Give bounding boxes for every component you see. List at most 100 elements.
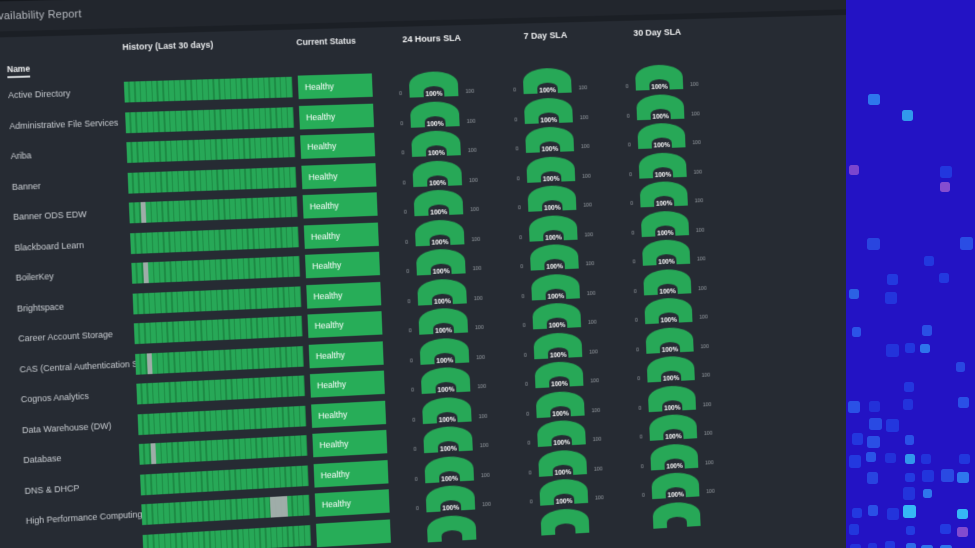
status-chip[interactable]: Healthy (314, 489, 390, 517)
sla-gauge-30d[interactable]: 0 100% 100 (631, 412, 716, 442)
status-cell[interactable]: Healthy (302, 189, 381, 219)
status-chip[interactable]: Healthy (297, 73, 373, 100)
sla-24h-cell[interactable]: 0 100% 100 (379, 156, 495, 188)
status-cell[interactable]: Healthy (314, 486, 394, 517)
sla-30d-cell[interactable]: 0 100% 100 (604, 90, 716, 121)
sla-7d-cell[interactable]: 0 100% 100 (501, 327, 615, 360)
sla-gauge-30d[interactable] (634, 499, 719, 530)
sla-24h-cell[interactable]: 0 100% 100 (390, 421, 505, 455)
sla-7d-cell[interactable]: 0 100% 100 (505, 444, 619, 478)
sla-30d-cell[interactable]: 0 100% 100 (613, 322, 725, 355)
sla-24h-cell[interactable]: 0 100% 100 (389, 391, 504, 425)
status-cell[interactable]: Healthy (298, 100, 378, 129)
sla-gauge-30d[interactable]: 0 100% 100 (626, 295, 711, 325)
sla-24h-cell[interactable]: 0 100% 100 (378, 126, 494, 158)
sla-30d-cell[interactable]: 0 100% 100 (607, 177, 719, 209)
sla-24h-cell[interactable]: 0 100% 100 (392, 480, 507, 515)
sla-gauge-30d[interactable]: 0 100% 100 (617, 63, 702, 91)
sla-30d-cell[interactable]: 0 100% 100 (616, 380, 728, 413)
status-chip[interactable]: Healthy (307, 311, 383, 338)
sla-gauge-24h[interactable]: 0 100% 100 (395, 187, 482, 217)
history-bar[interactable] (132, 285, 302, 314)
sla-gauge-30d[interactable]: 0 100% 100 (618, 92, 703, 121)
status-cell[interactable]: Healthy (300, 130, 379, 159)
sla-24h-cell[interactable]: 0 100% 100 (376, 67, 492, 99)
sla-30d-cell[interactable]: 0 100% 100 (614, 351, 726, 384)
sla-gauge-24h[interactable]: 0 100% 100 (397, 246, 484, 276)
sla-gauge-7d[interactable]: 0 100% 100 (506, 125, 592, 154)
sla-gauge-7d[interactable]: 0 100% 100 (517, 388, 603, 418)
status-chip[interactable]: Healthy (301, 162, 377, 189)
sla-gauge-7d[interactable]: 0 100% 100 (519, 447, 605, 478)
sla-gauge-30d[interactable]: 0 100% 100 (633, 470, 718, 501)
status-cell[interactable]: Healthy (307, 308, 386, 338)
status-chip[interactable]: Healthy (305, 251, 381, 279)
sla-gauge-30d[interactable]: 0 100% 100 (628, 353, 713, 383)
history-bar[interactable] (127, 166, 297, 194)
status-cell[interactable]: Healthy (301, 160, 380, 189)
history-bar[interactable] (123, 76, 293, 103)
sla-30d-cell[interactable]: 0 100% 100 (603, 60, 715, 91)
sla-24h-cell[interactable]: 0 100% 100 (386, 332, 501, 366)
sla-gauge-24h[interactable]: 0 100% 100 (401, 335, 488, 365)
sla-gauge-24h[interactable]: 0 100% 100 (393, 158, 480, 187)
sla-gauge-7d[interactable]: 0 100% 100 (509, 183, 595, 212)
history-cell[interactable] (125, 103, 300, 133)
history-bar[interactable] (126, 136, 296, 163)
sla-gauge-24h[interactable]: 0 100% 100 (403, 394, 490, 425)
sla-30d-cell[interactable]: 0 100% 100 (612, 293, 724, 326)
sla-gauge-7d[interactable]: 0 100% 100 (518, 417, 604, 448)
sla-gauge-30d[interactable]: 0 100% 100 (619, 121, 704, 150)
sla-gauge-30d[interactable]: 0 100% 100 (629, 383, 714, 413)
sla-24h-cell[interactable] (394, 509, 509, 544)
sla-gauge-24h[interactable]: 0 100% 100 (396, 217, 483, 247)
sla-24h-cell[interactable]: 0 100% 100 (391, 450, 506, 484)
history-bar[interactable] (141, 494, 310, 526)
sla-30d-cell[interactable]: 0 100% 100 (605, 119, 717, 151)
sla-gauge-24h[interactable]: 0 100% 100 (398, 276, 485, 306)
status-chip[interactable] (315, 518, 391, 547)
status-cell[interactable]: Healthy (306, 278, 385, 309)
sla-30d-cell[interactable]: 0 100% 100 (609, 206, 721, 238)
sla-gauge-7d[interactable]: 0 100% 100 (504, 66, 590, 95)
sla-24h-cell[interactable]: 0 100% 100 (385, 303, 500, 336)
status-chip[interactable]: Healthy (302, 192, 378, 219)
sla-gauge-30d[interactable]: 0 100% 100 (625, 266, 710, 295)
sla-7d-cell[interactable]: 0 100% 100 (498, 269, 612, 302)
sla-gauge-24h[interactable]: 0 100% 100 (404, 423, 491, 454)
status-chip[interactable]: Healthy (312, 429, 388, 458)
history-cell[interactable] (126, 132, 301, 163)
sla-gauge-30d[interactable]: 0 100% 100 (632, 441, 717, 471)
history-bar[interactable] (131, 256, 301, 284)
history-bar[interactable] (138, 435, 308, 465)
sla-gauge-24h[interactable]: 0 100% 100 (405, 453, 492, 484)
sla-gauge-30d[interactable]: 0 100% 100 (621, 179, 706, 208)
history-bar[interactable] (137, 405, 307, 435)
sla-gauge-7d[interactable]: 0 100% 100 (505, 95, 591, 124)
status-cell[interactable]: Healthy (305, 249, 384, 279)
sla-7d-cell[interactable]: 0 100% 100 (497, 239, 611, 272)
sla-gauge-30d[interactable]: 0 100% 100 (620, 150, 705, 179)
sla-7d-cell[interactable]: 0 100% 100 (491, 93, 605, 125)
sla-gauge-24h[interactable]: 0 100% 100 (390, 69, 477, 98)
sla-gauge-7d[interactable]: 0 100% 100 (521, 476, 607, 507)
sla-7d-cell[interactable]: 0 100% 100 (492, 122, 606, 154)
sla-gauge-24h[interactable]: 0 100% 100 (407, 482, 494, 513)
sla-24h-cell[interactable]: 0 100% 100 (382, 214, 498, 247)
history-cell[interactable] (123, 73, 299, 103)
sla-24h-cell[interactable]: 0 100% 100 (380, 185, 496, 218)
history-cell[interactable] (128, 192, 304, 224)
sla-gauge-7d[interactable]: 0 100% 100 (512, 271, 598, 301)
status-chip[interactable]: Healthy (311, 400, 387, 428)
sla-24h-cell[interactable]: 0 100% 100 (377, 97, 493, 129)
sla-7d-cell[interactable]: 0 100% 100 (494, 152, 608, 184)
sla-gauge-24h[interactable] (408, 512, 495, 543)
sla-gauge-30d[interactable]: 0 100% 100 (622, 208, 707, 237)
sla-gauge-24h[interactable]: 0 100% 100 (399, 305, 486, 335)
status-cell[interactable]: Healthy (308, 338, 388, 368)
status-chip[interactable]: Healthy (306, 281, 382, 309)
status-cell[interactable] (315, 516, 395, 547)
sla-30d-cell[interactable]: 0 100% 100 (611, 264, 723, 297)
sla-gauge-7d[interactable]: 0 100% 100 (510, 213, 596, 242)
sla-7d-cell[interactable]: 0 100% 100 (499, 298, 613, 331)
